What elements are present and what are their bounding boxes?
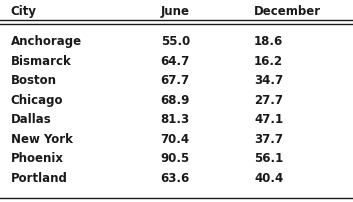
Text: 27.7: 27.7 [254, 93, 283, 106]
Text: New York: New York [11, 132, 72, 145]
Text: 47.1: 47.1 [254, 113, 283, 125]
Text: 37.7: 37.7 [254, 132, 283, 145]
Text: 70.4: 70.4 [161, 132, 190, 145]
Text: Dallas: Dallas [11, 113, 51, 125]
Text: City: City [11, 5, 37, 18]
Text: 64.7: 64.7 [161, 54, 190, 67]
Text: 63.6: 63.6 [161, 171, 190, 184]
Text: Chicago: Chicago [11, 93, 63, 106]
Text: Phoenix: Phoenix [11, 151, 64, 164]
Text: 68.9: 68.9 [161, 93, 190, 106]
Text: Anchorage: Anchorage [11, 35, 82, 48]
Text: Boston: Boston [11, 74, 56, 87]
Text: 16.2: 16.2 [254, 54, 283, 67]
Text: 55.0: 55.0 [161, 35, 190, 48]
Text: 56.1: 56.1 [254, 151, 283, 164]
Text: Bismarck: Bismarck [11, 54, 71, 67]
Text: 40.4: 40.4 [254, 171, 283, 184]
Text: December: December [254, 5, 321, 18]
Text: 81.3: 81.3 [161, 113, 190, 125]
Text: Portland: Portland [11, 171, 67, 184]
Text: June: June [161, 5, 190, 18]
Text: 90.5: 90.5 [161, 151, 190, 164]
Text: 67.7: 67.7 [161, 74, 190, 87]
Text: 34.7: 34.7 [254, 74, 283, 87]
Text: 18.6: 18.6 [254, 35, 283, 48]
